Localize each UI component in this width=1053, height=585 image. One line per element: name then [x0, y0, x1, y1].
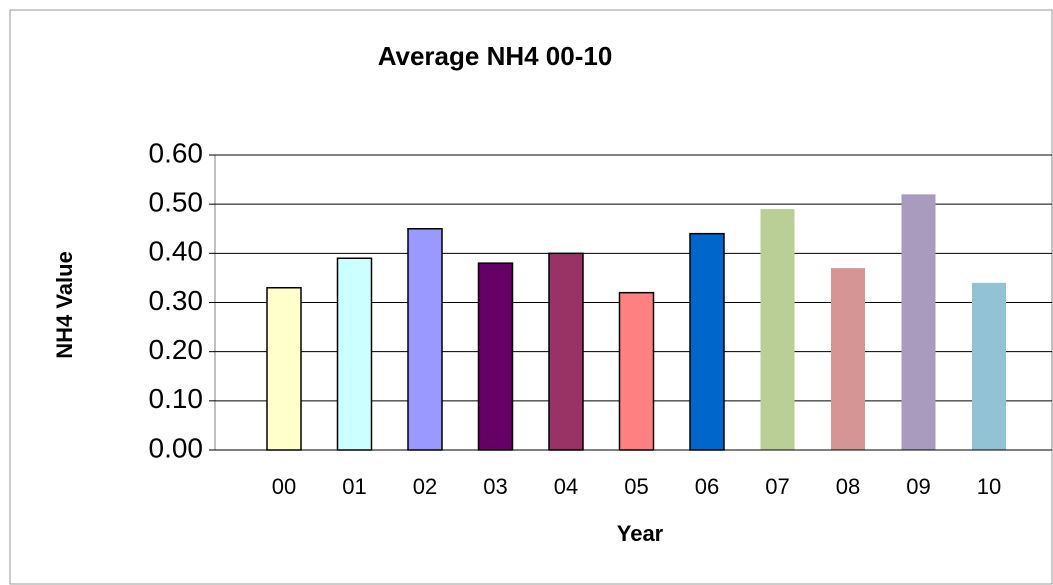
y-tick-label: 0.60: [149, 137, 204, 168]
chart-title: Average NH4 00-10: [378, 41, 613, 71]
bar: [618, 291, 655, 451]
bar: [760, 209, 795, 450]
y-tick-label: 0.10: [149, 383, 204, 414]
x-tick-label: 03: [483, 474, 507, 499]
y-tick-label: 0.30: [149, 285, 204, 316]
x-tick-label: 08: [836, 474, 860, 499]
x-tick-label: 02: [413, 474, 437, 499]
y-tick-label: 0.50: [149, 187, 204, 218]
bar: [477, 262, 514, 451]
x-tick-label: 09: [906, 474, 930, 499]
y-tick-label: 0.00: [149, 432, 204, 463]
y-tick-label: 0.20: [149, 334, 204, 365]
bar: [548, 252, 584, 451]
bar: [336, 257, 373, 451]
x-tick-label: 06: [695, 474, 719, 499]
x-tick-label: 04: [554, 474, 578, 499]
x-tick-label: 05: [624, 474, 648, 499]
y-tick-label: 0.40: [149, 236, 204, 267]
x-tick-label: 01: [342, 474, 366, 499]
x-tick-label: 10: [977, 474, 1001, 499]
bar: [266, 287, 302, 451]
x-tick-label: 07: [765, 474, 789, 499]
y-axis-label: NH4 Value: [52, 251, 77, 359]
x-axis-label: Year: [617, 521, 664, 546]
x-tick-label: 00: [272, 474, 296, 499]
bar: [407, 228, 443, 451]
bar: [831, 268, 865, 450]
bar: [901, 194, 936, 450]
chart-border: [9, 9, 1053, 585]
bar: [972, 282, 1006, 450]
bar: [689, 232, 725, 451]
